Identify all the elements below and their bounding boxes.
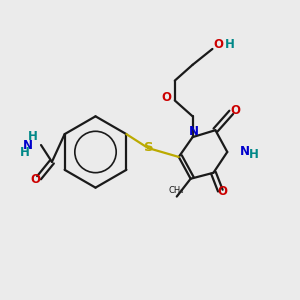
Text: H: H (28, 130, 38, 142)
Text: O: O (162, 91, 172, 104)
Text: S: S (144, 140, 154, 154)
Text: O: O (217, 185, 227, 198)
Text: O: O (230, 104, 240, 117)
Text: N: N (240, 146, 250, 158)
Text: CH₃: CH₃ (169, 186, 184, 195)
Text: H: H (225, 38, 235, 52)
Text: O: O (30, 173, 40, 186)
Text: N: N (189, 125, 199, 138)
Text: N: N (23, 139, 33, 152)
Text: O: O (213, 38, 224, 52)
Text: H: H (249, 148, 259, 161)
Text: H: H (20, 146, 30, 160)
